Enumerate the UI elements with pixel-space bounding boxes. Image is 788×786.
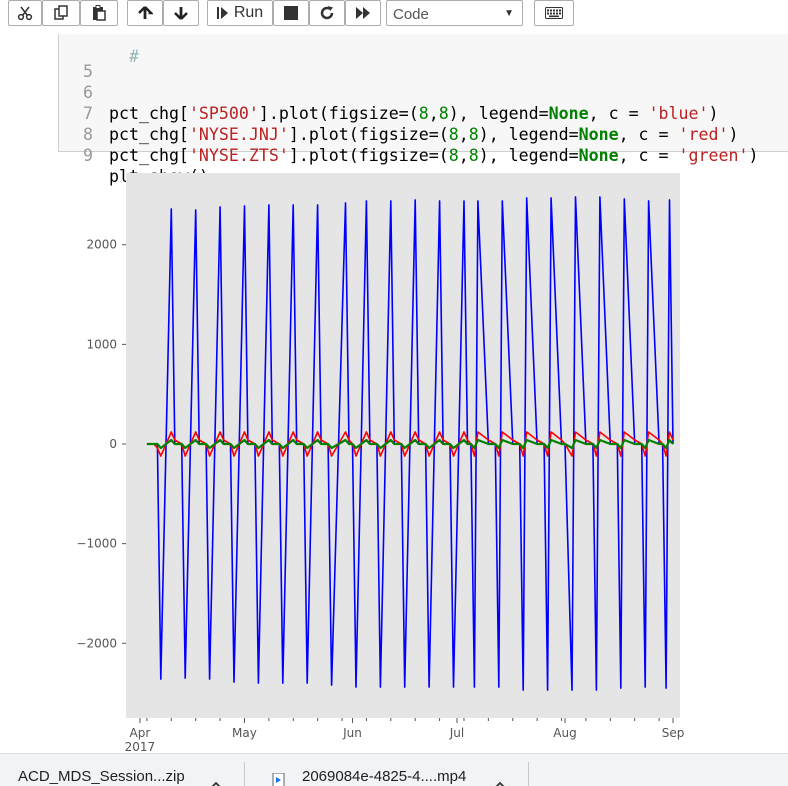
code-line: 7 pct_chg['NYSE.JNJ'].plot(figsize=(8,8)… bbox=[59, 82, 738, 144]
download-item[interactable]: 2069084e-4825-4....mp4 bbox=[302, 768, 466, 785]
download-bar: ACD_MDS_Session...zip 2069084e-4825-4...… bbox=[0, 753, 788, 786]
y-tick-label: −1000 bbox=[76, 537, 117, 551]
download-item[interactable]: ACD_MDS_Session...zip bbox=[18, 768, 185, 785]
arrow-up-icon bbox=[137, 5, 153, 21]
run-button[interactable]: Run bbox=[207, 0, 273, 26]
chevron-up-icon[interactable] bbox=[494, 774, 506, 786]
divider bbox=[244, 762, 245, 786]
series-line-3 bbox=[146, 438, 674, 450]
download-filename: ACD_MDS_Session...zip bbox=[18, 768, 185, 785]
x-tick-label: Aug bbox=[553, 726, 576, 740]
code-cell[interactable]: # 5 6 pct_chg['SP500'].plot(figsize=(8,8… bbox=[58, 34, 788, 186]
code-line: 8 pct_chg['NYSE.ZTS'].plot(figsize=(8,8)… bbox=[59, 103, 758, 165]
x-tick-label: May bbox=[232, 726, 257, 740]
line-number: 6 bbox=[83, 83, 93, 102]
stop-button[interactable] bbox=[273, 0, 309, 26]
fast-forward-icon bbox=[355, 6, 371, 20]
x-tick-label: Jul bbox=[449, 726, 464, 740]
stop-icon bbox=[284, 6, 298, 20]
move-down-button[interactable] bbox=[163, 0, 199, 26]
restart-icon bbox=[319, 5, 335, 21]
cell-type-select[interactable]: Code ▼ bbox=[386, 0, 523, 26]
y-tick-label: 0 bbox=[109, 437, 117, 451]
line-number: 8 bbox=[83, 125, 93, 144]
command-palette-button[interactable] bbox=[534, 0, 574, 26]
code-line: 6 pct_chg['SP500'].plot(figsize=(8,8), l… bbox=[59, 61, 719, 123]
line-number: 5 bbox=[83, 62, 93, 81]
line-number: 9 bbox=[83, 146, 93, 165]
paste-icon bbox=[91, 5, 107, 21]
x-tick-label: Apr bbox=[130, 726, 151, 740]
notebook-toolbar: Run Code ▼ bbox=[0, 0, 788, 30]
run-icon bbox=[216, 6, 229, 20]
code-line: 9 plt.show() bbox=[59, 124, 209, 186]
code-line: 5 bbox=[59, 40, 119, 81]
divider bbox=[528, 762, 529, 786]
download-filename: 2069084e-4825-4....mp4 bbox=[302, 768, 467, 785]
y-tick-label: −2000 bbox=[76, 636, 117, 650]
run-label: Run bbox=[233, 4, 264, 21]
code-text: pct_chg['NYSE.ZTS'].plot(figsize=(8,8), … bbox=[109, 146, 759, 165]
cut-icon bbox=[17, 5, 33, 21]
move-up-button[interactable] bbox=[127, 0, 163, 26]
cut-button[interactable] bbox=[8, 0, 42, 26]
code-text: pct_chg['NYSE.JNJ'].plot(figsize=(8,8), … bbox=[109, 125, 739, 144]
paste-button[interactable] bbox=[80, 0, 118, 26]
copy-icon bbox=[53, 5, 69, 21]
y-tick-label: 2000 bbox=[86, 238, 117, 252]
plot-output: 2000 1000 0 −1000 −2000 Apr 2017 May Jun Jul Aug Se… bbox=[60, 160, 710, 760]
x-tick-sublabel: 2017 bbox=[125, 740, 156, 754]
video-file-icon bbox=[272, 772, 286, 786]
keyboard-icon bbox=[545, 7, 563, 19]
chevron-down-icon: ▼ bbox=[504, 8, 514, 19]
x-tick-label: Jun bbox=[342, 726, 362, 740]
arrow-down-icon bbox=[173, 5, 189, 21]
x-tick-label: Sep bbox=[662, 726, 685, 740]
run-all-button[interactable] bbox=[345, 0, 381, 26]
copy-button[interactable] bbox=[42, 0, 80, 26]
restart-button[interactable] bbox=[309, 0, 345, 26]
y-tick-label: 1000 bbox=[86, 337, 117, 351]
chevron-up-icon[interactable] bbox=[210, 774, 222, 786]
code-line-partial: # bbox=[109, 47, 269, 66]
line-number: 7 bbox=[83, 104, 93, 123]
cell-type-value: Code bbox=[393, 6, 429, 23]
code-text: pct_chg['SP500'].plot(figsize=(8,8), leg… bbox=[109, 104, 719, 123]
